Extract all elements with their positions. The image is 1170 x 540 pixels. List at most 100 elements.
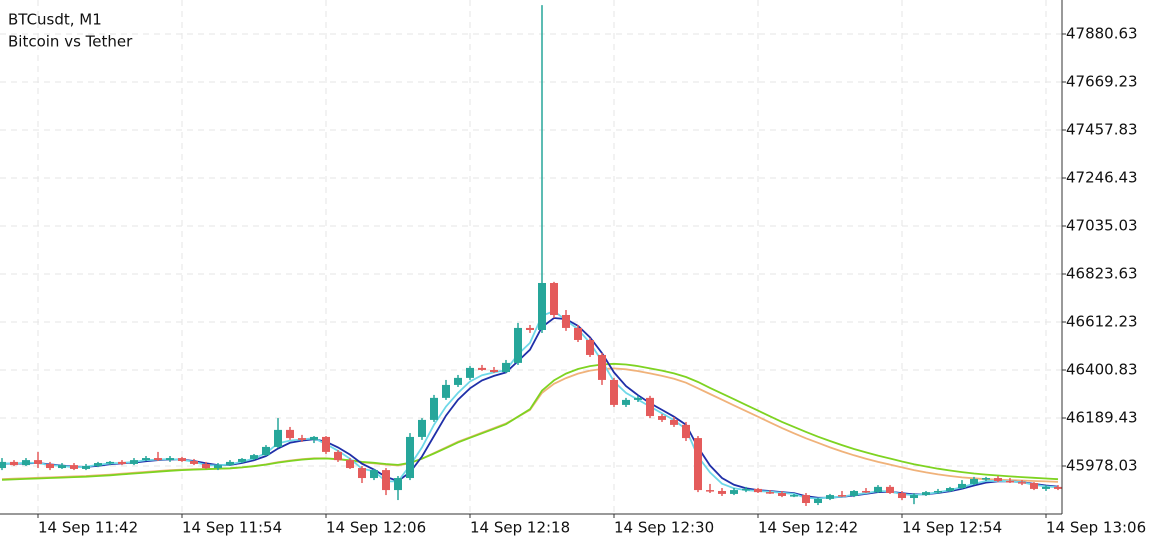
candle-body	[802, 495, 810, 504]
x-tick-label: 14 Sep 12:42	[758, 519, 858, 537]
y-tick-label: 46612.23	[1066, 312, 1138, 330]
candle-body	[142, 458, 150, 461]
candle-body	[502, 362, 510, 372]
candle-body	[526, 327, 534, 330]
candle-body	[610, 379, 618, 405]
candle-body	[826, 495, 834, 499]
x-tick-label: 14 Sep 11:42	[38, 519, 138, 537]
candle-body	[574, 327, 582, 340]
candle-body	[646, 397, 654, 417]
candle-body	[886, 486, 894, 494]
candles	[0, 5, 1062, 506]
x-tick-label: 14 Sep 12:18	[470, 519, 570, 537]
x-tick-label: 14 Sep 13:06	[1046, 519, 1146, 537]
candle-body	[766, 492, 774, 494]
candle-body	[538, 282, 546, 330]
candle-body	[970, 478, 978, 484]
candle-body	[190, 461, 198, 464]
candle-body	[490, 369, 498, 372]
candle-body	[466, 367, 474, 378]
candle-body	[706, 490, 714, 492]
candle-body	[130, 460, 138, 464]
y-tick-label: 46823.63	[1066, 264, 1138, 282]
candle-body	[202, 463, 210, 469]
candle-body	[382, 470, 390, 491]
candle-body	[178, 458, 186, 462]
candle-body	[346, 460, 354, 469]
y-tick-label: 47880.63	[1066, 24, 1138, 42]
candle-body	[982, 478, 990, 480]
candle-body	[718, 490, 726, 494]
candle-body	[1018, 482, 1026, 484]
candle-body	[166, 458, 174, 461]
y-tick-label: 47669.23	[1066, 72, 1138, 90]
candle-body	[910, 495, 918, 499]
candle-body	[334, 451, 342, 461]
candle-body	[418, 419, 426, 437]
candle-body	[70, 465, 78, 469]
y-tick-label: 47035.03	[1066, 216, 1138, 234]
candle-body	[370, 470, 378, 479]
candle-body	[874, 486, 882, 493]
y-tick-label: 45978.03	[1066, 456, 1138, 474]
candle-body	[1054, 486, 1062, 489]
candle-body	[118, 461, 126, 464]
plot-area	[0, 0, 1062, 514]
candle-body	[394, 478, 402, 491]
candle-body	[598, 354, 606, 380]
y-tick-label: 46189.43	[1066, 408, 1138, 426]
candle-body	[622, 399, 630, 405]
y-tick-label: 46400.83	[1066, 360, 1138, 378]
grid	[0, 0, 1062, 514]
ma-line	[1, 362, 1059, 481]
candle-body	[814, 498, 822, 504]
candle-body	[658, 416, 666, 420]
candle-body	[106, 461, 114, 464]
candle-body	[586, 339, 594, 355]
candle-body	[1030, 483, 1038, 489]
candle-body	[898, 493, 906, 499]
candle-body	[550, 282, 558, 316]
candle-body	[946, 488, 954, 491]
candle-body	[862, 490, 870, 493]
candle-body	[730, 490, 738, 494]
candle-body	[358, 468, 366, 479]
candle-body	[286, 429, 294, 439]
candle-body	[154, 458, 162, 461]
candle-body	[682, 424, 690, 439]
candle-body	[742, 488, 750, 491]
candle-body	[226, 461, 234, 466]
candle-body	[454, 377, 462, 385]
candle-body	[34, 460, 42, 464]
candle-body	[58, 465, 66, 469]
candle-body	[1042, 486, 1050, 489]
y-tick-label: 47457.83	[1066, 120, 1138, 138]
candle-body	[790, 495, 798, 497]
y-tick-label: 47246.43	[1066, 168, 1138, 186]
candle-body	[922, 492, 930, 496]
x-tick-label: 14 Sep 12:06	[326, 519, 426, 537]
candle-body	[94, 463, 102, 466]
candle-body	[22, 460, 30, 466]
candle-body	[514, 327, 522, 363]
candle-body	[850, 490, 858, 496]
candle-body	[1006, 480, 1014, 483]
candle-body	[934, 490, 942, 493]
candle-body	[694, 438, 702, 491]
chart-subtitle: Bitcoin vs Tether	[8, 33, 133, 51]
candle-body	[478, 367, 486, 370]
candle-body	[322, 436, 330, 452]
x-tick-label: 14 Sep 12:30	[614, 519, 714, 537]
candle-body	[298, 438, 306, 440]
candle-body	[262, 446, 270, 456]
chart-title: BTCusdt, M1	[8, 11, 102, 29]
candle-body	[82, 465, 90, 469]
x-tick-label: 14 Sep 12:54	[902, 519, 1002, 537]
candle-body	[46, 463, 54, 469]
candle-body	[430, 397, 438, 420]
candle-body	[10, 461, 18, 466]
candle-body	[778, 493, 786, 496]
candle-body	[670, 419, 678, 425]
